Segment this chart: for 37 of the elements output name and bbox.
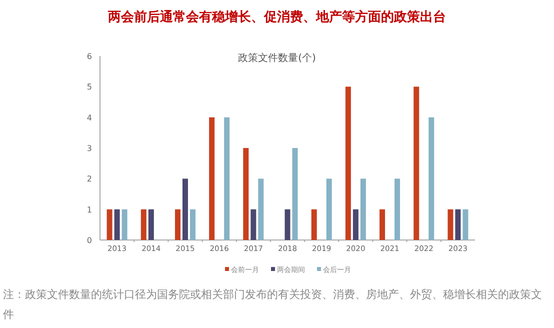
bar — [360, 178, 366, 240]
chart-title: 两会前后通常会有稳增长、促消费、地产等方面的政策出台 — [107, 9, 446, 25]
bar — [448, 209, 454, 240]
bar — [243, 148, 249, 240]
y-tick-label: 0 — [86, 236, 92, 245]
bar — [455, 209, 461, 240]
y-tick-label: 5 — [86, 82, 92, 92]
bar — [326, 178, 332, 240]
bar — [258, 178, 264, 240]
bar — [414, 86, 420, 240]
bar — [182, 178, 188, 240]
bar — [224, 117, 230, 240]
bar — [394, 178, 400, 240]
bar — [428, 117, 434, 240]
bar — [122, 209, 128, 240]
bar — [114, 209, 120, 240]
bar — [462, 209, 468, 240]
bar — [148, 209, 154, 240]
bar — [352, 209, 358, 240]
y-tick-label: 3 — [86, 144, 92, 153]
bar — [106, 209, 112, 240]
chart-subtitle: 政策文件数量(个) — [238, 52, 316, 64]
bar — [311, 209, 317, 240]
bar — [209, 117, 215, 240]
y-tick-label: 1 — [86, 205, 92, 214]
bar — [190, 209, 196, 240]
bar — [284, 209, 290, 240]
text: 注：政策文件数量的统计口径为国务院或相关部门发布的有关投资、消费、房地产、外贸、稳增长相关的政策文件 — [3, 287, 543, 323]
y-tick-label: 6 — [86, 52, 92, 61]
bar — [380, 209, 386, 240]
y-tick-label: 2 — [86, 174, 92, 184]
bar — [174, 209, 180, 240]
y-tick-label: 4 — [86, 113, 92, 122]
bar — [292, 148, 298, 240]
bar — [140, 209, 146, 240]
bar — [345, 86, 351, 240]
bar — [250, 209, 256, 240]
